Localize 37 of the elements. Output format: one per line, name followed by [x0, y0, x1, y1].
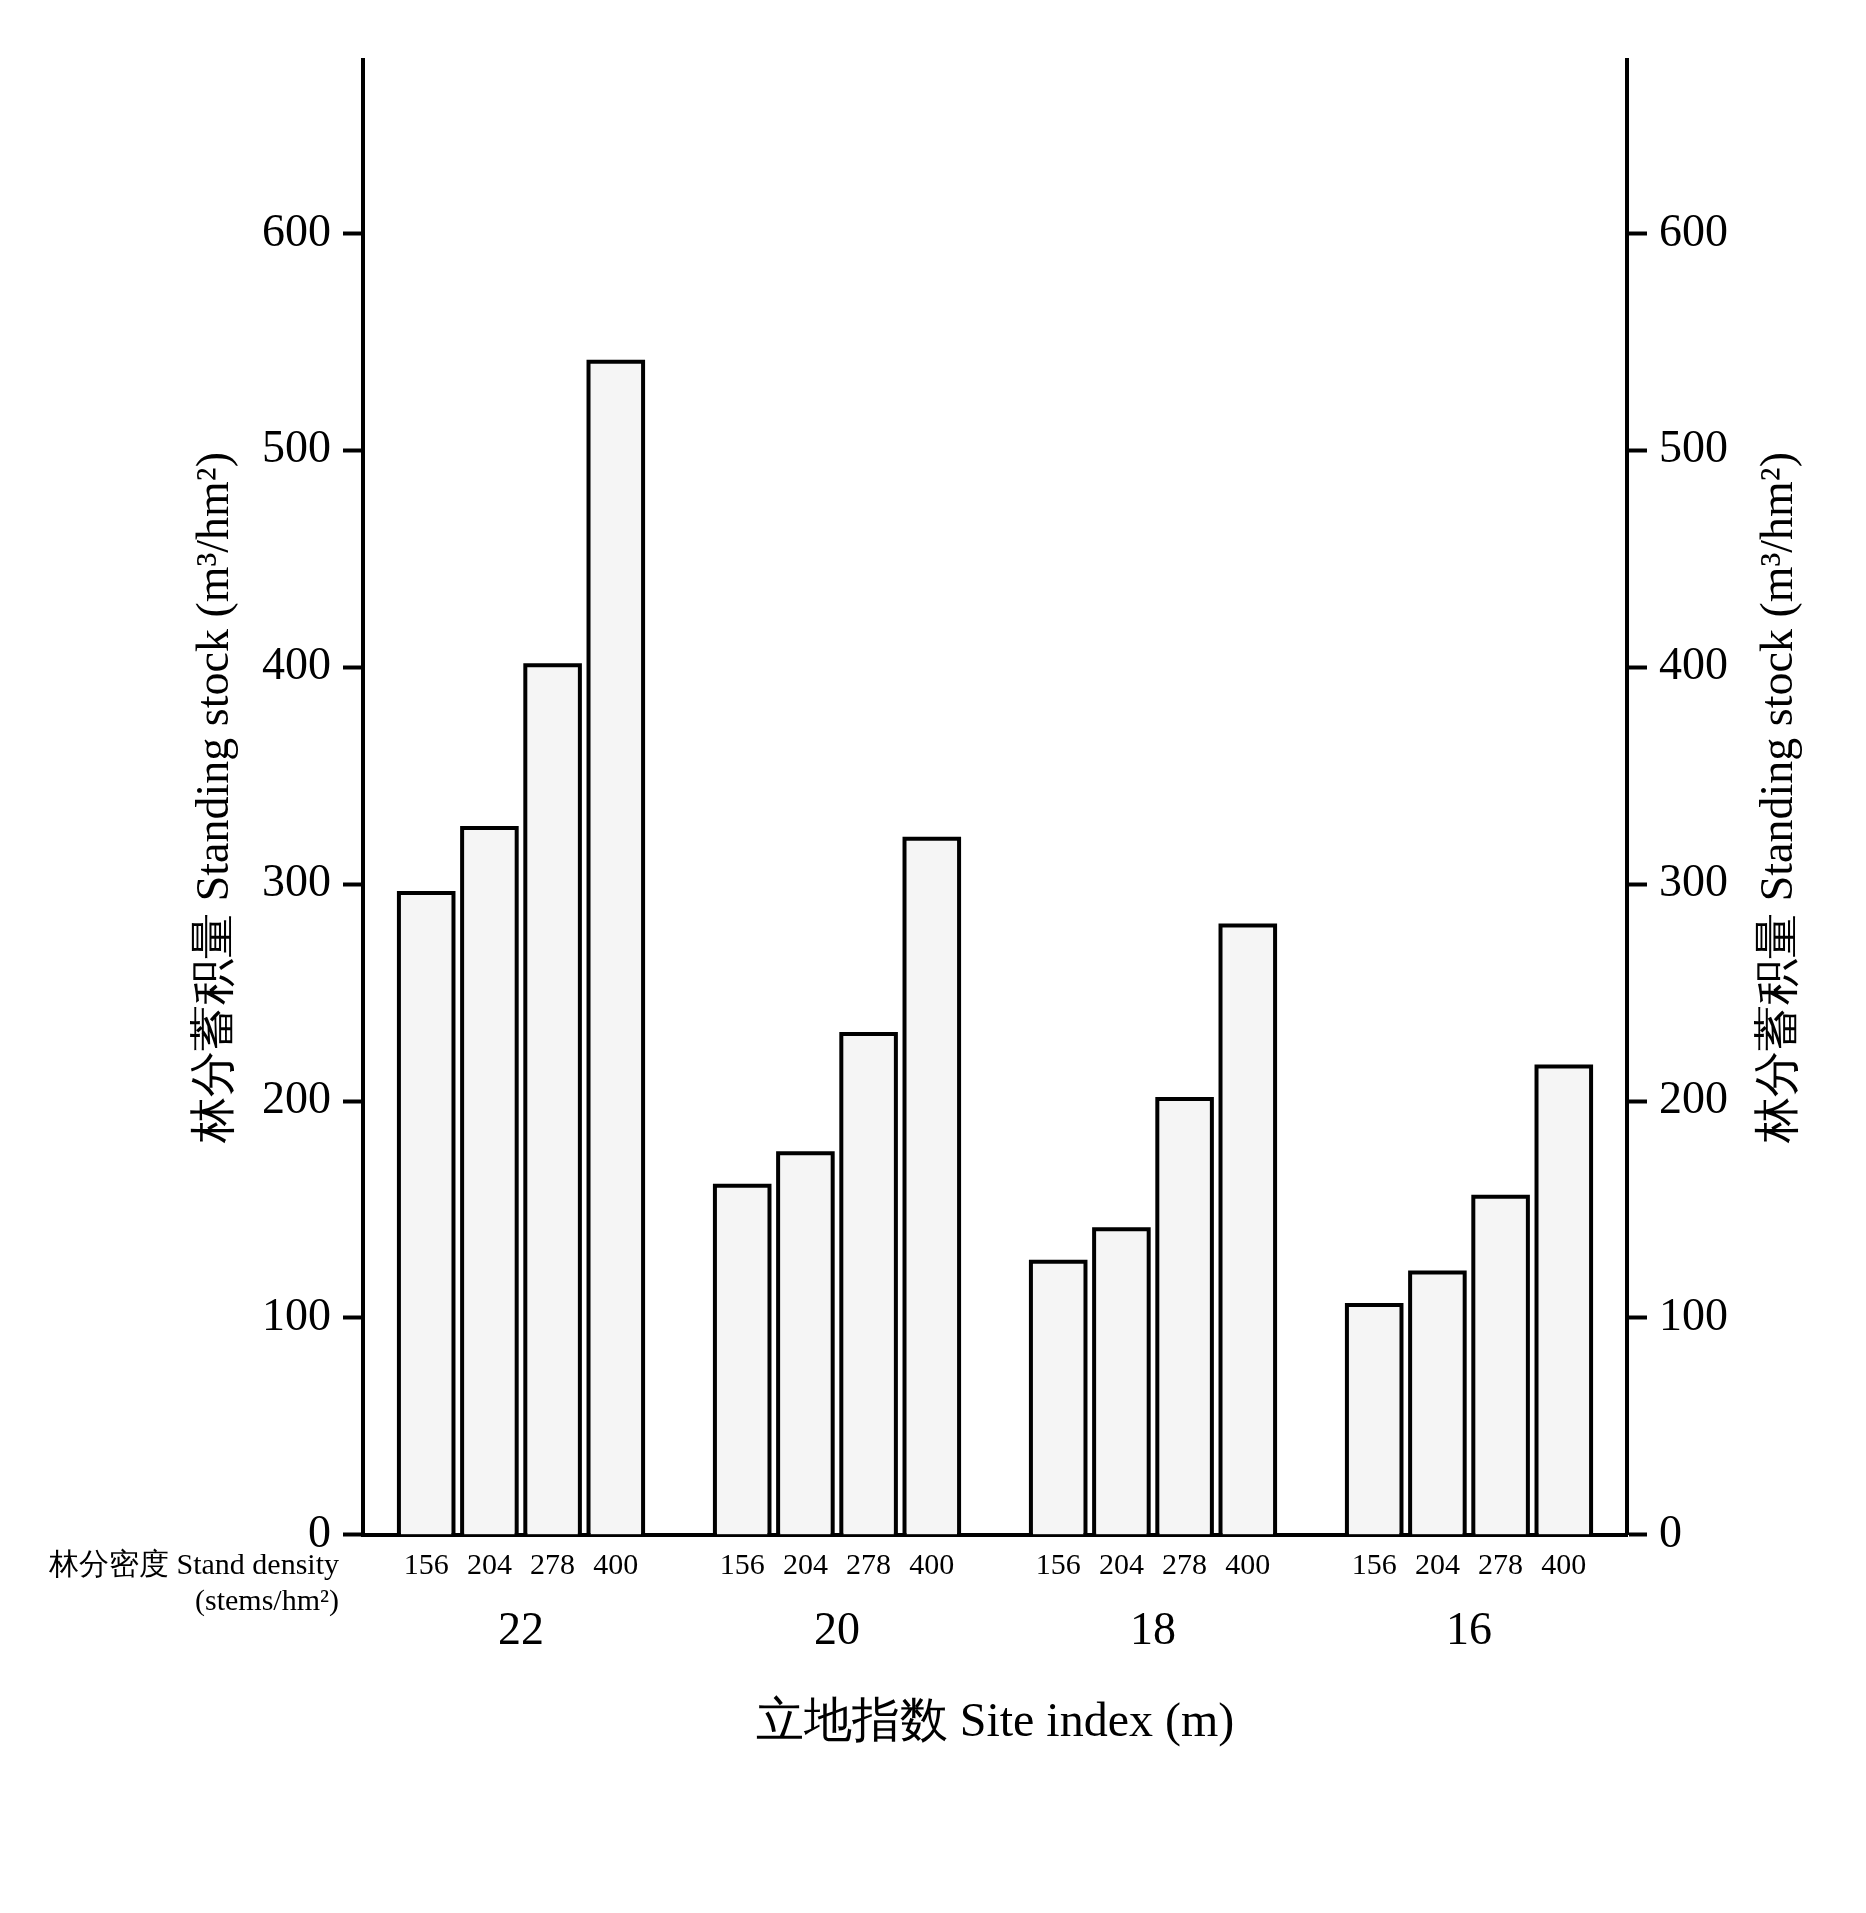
legend-title: 林分密度 Stand density (stems/hm²): [48, 1546, 339, 1617]
y2-tick-label: 300: [1659, 855, 1728, 907]
y2-tick-label: 0: [1659, 1505, 1682, 1557]
y-tick-label: 600: [262, 204, 331, 256]
y2-tick-label: 500: [1659, 421, 1728, 473]
text: 278: [846, 1546, 892, 1580]
y-axis-title: 林分蓄积量 Standing stock (m³/hm²): [187, 452, 239, 1144]
text: 400: [909, 1546, 955, 1580]
text: 156: [1351, 1546, 1397, 1580]
y-tick-label: 300: [262, 855, 331, 907]
y2-tick-label: 600: [1659, 204, 1728, 256]
x-tick-label: 18: [1130, 1603, 1176, 1655]
y-tick-label: 100: [262, 1289, 331, 1340]
y2-tick-label: 100: [1659, 1289, 1728, 1340]
series-label: 400: [593, 1546, 639, 1580]
text: 400: [1225, 1546, 1271, 1580]
series-label: 278: [530, 1546, 576, 1580]
y2-axis-title: 林分蓄积量 Standing stock (m³/hm²): [1751, 452, 1803, 1144]
x-axis-title: 立地指数 Site index (m): [755, 1693, 1235, 1748]
y-tick-label: 200: [262, 1072, 331, 1124]
y2-tick-label: 400: [1659, 638, 1728, 690]
text: 278: [1162, 1546, 1208, 1580]
x-tick-label: 16: [1446, 1603, 1492, 1655]
x-tick-label: 22: [498, 1603, 544, 1655]
text: 204: [1098, 1546, 1144, 1580]
text: 278: [1478, 1546, 1524, 1580]
series-label: 204: [466, 1546, 512, 1580]
text: 204: [782, 1546, 828, 1580]
text: 400: [1541, 1546, 1587, 1580]
series-label: 156: [403, 1546, 449, 1580]
y2-tick-label: 200: [1659, 1072, 1728, 1124]
text: 204: [1414, 1546, 1460, 1580]
text: 156: [1035, 1546, 1081, 1580]
y-tick-label: 500: [262, 421, 331, 473]
x-tick-label: 20: [814, 1603, 860, 1655]
y-tick-label: 400: [262, 638, 331, 690]
text: 156: [719, 1546, 765, 1580]
